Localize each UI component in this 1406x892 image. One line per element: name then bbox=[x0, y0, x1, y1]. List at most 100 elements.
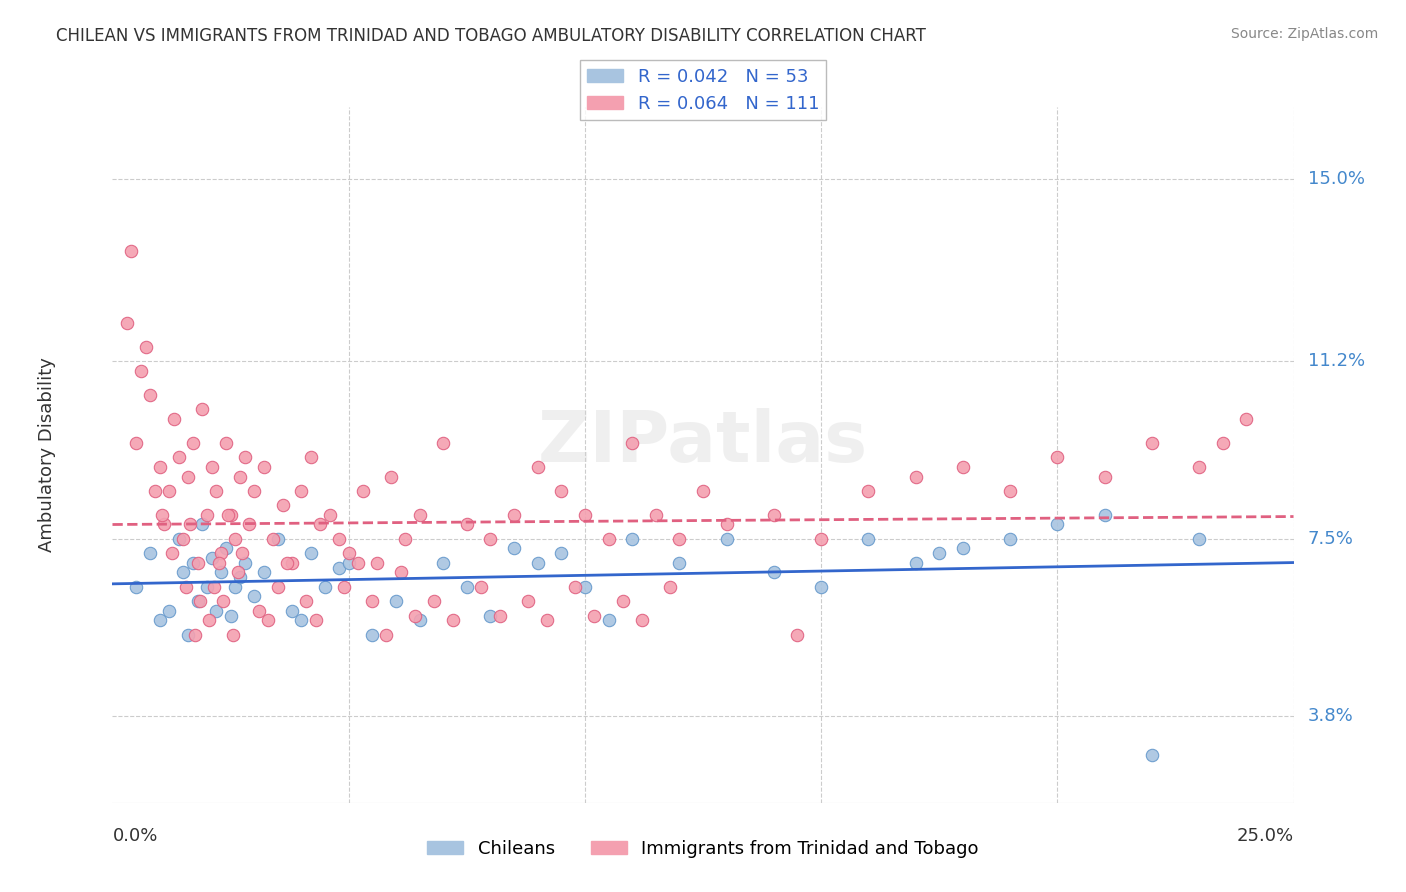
Point bbox=[394, 532, 416, 546]
Text: 15.0%: 15.0% bbox=[1308, 170, 1365, 188]
Point bbox=[149, 614, 172, 628]
Point bbox=[526, 556, 548, 570]
Text: 25.0%: 25.0% bbox=[1236, 827, 1294, 845]
Text: CHILEAN VS IMMIGRANTS FROM TRINIDAD AND TOBAGO AMBULATORY DISABILITY CORRELATION: CHILEAN VS IMMIGRANTS FROM TRINIDAD AND … bbox=[56, 27, 927, 45]
Point bbox=[998, 483, 1021, 498]
Text: 0.0%: 0.0% bbox=[112, 827, 157, 845]
Text: Ambulatory Disability: Ambulatory Disability bbox=[38, 358, 56, 552]
Point bbox=[149, 459, 172, 474]
Point bbox=[668, 556, 690, 570]
Point bbox=[184, 628, 207, 642]
Point bbox=[181, 556, 204, 570]
Point bbox=[598, 532, 620, 546]
Point bbox=[205, 604, 228, 618]
Point bbox=[229, 469, 252, 483]
Point bbox=[366, 556, 388, 570]
Point bbox=[621, 436, 644, 450]
Point bbox=[404, 608, 426, 623]
Point bbox=[479, 608, 502, 623]
Point bbox=[219, 508, 242, 522]
Point bbox=[257, 614, 280, 628]
Point bbox=[441, 614, 464, 628]
Point bbox=[290, 483, 312, 498]
Point bbox=[858, 483, 880, 498]
Point bbox=[536, 614, 558, 628]
Point bbox=[243, 590, 266, 604]
Point bbox=[621, 532, 644, 546]
Point bbox=[205, 483, 228, 498]
Point bbox=[319, 508, 342, 522]
Point bbox=[181, 436, 204, 450]
Point bbox=[295, 594, 318, 608]
Point bbox=[267, 532, 290, 546]
Point bbox=[389, 566, 412, 580]
Point bbox=[786, 628, 808, 642]
Point bbox=[904, 469, 927, 483]
Point bbox=[253, 566, 276, 580]
Point bbox=[299, 546, 322, 560]
Point bbox=[202, 580, 225, 594]
Point bbox=[212, 594, 235, 608]
Point bbox=[517, 594, 540, 608]
Point bbox=[337, 546, 360, 560]
Point bbox=[314, 580, 336, 594]
Point bbox=[157, 604, 180, 618]
Point bbox=[262, 532, 284, 546]
Point bbox=[470, 580, 492, 594]
Point bbox=[762, 508, 785, 522]
Point bbox=[408, 614, 430, 628]
Point bbox=[952, 459, 974, 474]
Point bbox=[716, 532, 738, 546]
Point bbox=[186, 556, 208, 570]
Point bbox=[215, 436, 238, 450]
Point bbox=[186, 594, 208, 608]
Point bbox=[612, 594, 634, 608]
Point bbox=[267, 580, 290, 594]
Point bbox=[226, 566, 249, 580]
Point bbox=[810, 580, 832, 594]
Point bbox=[125, 436, 148, 450]
Point bbox=[928, 546, 950, 560]
Point bbox=[231, 546, 253, 560]
Point bbox=[177, 469, 200, 483]
Point bbox=[1046, 517, 1069, 532]
Point bbox=[361, 594, 384, 608]
Point bbox=[120, 244, 142, 258]
Point bbox=[139, 388, 162, 402]
Point bbox=[281, 604, 304, 618]
Point bbox=[716, 517, 738, 532]
Point bbox=[380, 469, 402, 483]
Point bbox=[1188, 532, 1211, 546]
Point bbox=[408, 508, 430, 522]
Point bbox=[290, 614, 312, 628]
Point bbox=[1094, 469, 1116, 483]
Point bbox=[375, 628, 398, 642]
Text: ZIPatlas: ZIPatlas bbox=[538, 409, 868, 477]
Point bbox=[998, 532, 1021, 546]
Point bbox=[644, 508, 666, 522]
Point bbox=[198, 614, 221, 628]
Point bbox=[195, 580, 218, 594]
Point bbox=[191, 517, 214, 532]
Text: 7.5%: 7.5% bbox=[1308, 530, 1354, 548]
Point bbox=[668, 532, 690, 546]
Point bbox=[1234, 412, 1257, 426]
Point bbox=[201, 459, 224, 474]
Point bbox=[503, 541, 526, 556]
Point bbox=[692, 483, 714, 498]
Point bbox=[456, 580, 478, 594]
Point bbox=[299, 450, 322, 465]
Text: 11.2%: 11.2% bbox=[1308, 352, 1365, 370]
Point bbox=[479, 532, 502, 546]
Point bbox=[229, 570, 252, 584]
Point bbox=[1140, 436, 1163, 450]
Point bbox=[333, 580, 356, 594]
Point bbox=[153, 517, 176, 532]
Point bbox=[177, 628, 200, 642]
Point bbox=[247, 604, 270, 618]
Point bbox=[526, 459, 548, 474]
Point bbox=[167, 450, 190, 465]
Point bbox=[160, 546, 183, 560]
Point bbox=[762, 566, 785, 580]
Point bbox=[328, 532, 350, 546]
